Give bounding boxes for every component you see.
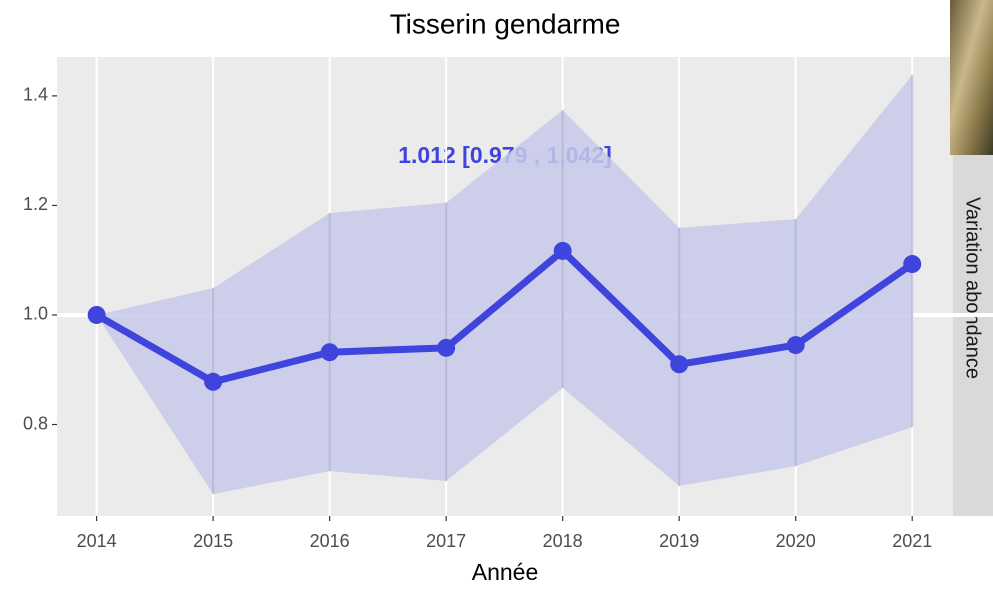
point xyxy=(554,242,572,260)
point xyxy=(903,255,921,273)
x-tick-label: 2018 xyxy=(543,531,583,551)
point xyxy=(787,336,805,354)
y-tick-label: 1.2 xyxy=(23,194,48,214)
point xyxy=(204,373,222,391)
y-tick-label: 1.0 xyxy=(23,304,48,324)
point xyxy=(437,339,455,357)
x-tick-label: 2014 xyxy=(77,531,117,551)
x-axis-title: Année xyxy=(472,559,539,585)
y-tick-label: 1.4 xyxy=(23,85,48,105)
x-tick-label: 2017 xyxy=(426,531,466,551)
chart: Variation abondance Tisserin gendarme An… xyxy=(0,0,993,589)
y-tick-label: 0.8 xyxy=(23,413,48,433)
strip-label: Variation abondance xyxy=(962,197,984,379)
x-tick-label: 2016 xyxy=(310,531,350,551)
point xyxy=(321,343,339,361)
chart-title: Tisserin gendarme xyxy=(390,8,621,39)
x-tick-label: 2020 xyxy=(776,531,816,551)
bird-photo xyxy=(950,0,993,155)
x-tick-label: 2019 xyxy=(659,531,699,551)
point xyxy=(670,355,688,373)
point xyxy=(88,306,106,324)
x-tick-label: 2021 xyxy=(892,531,932,551)
x-tick-label: 2015 xyxy=(193,531,233,551)
